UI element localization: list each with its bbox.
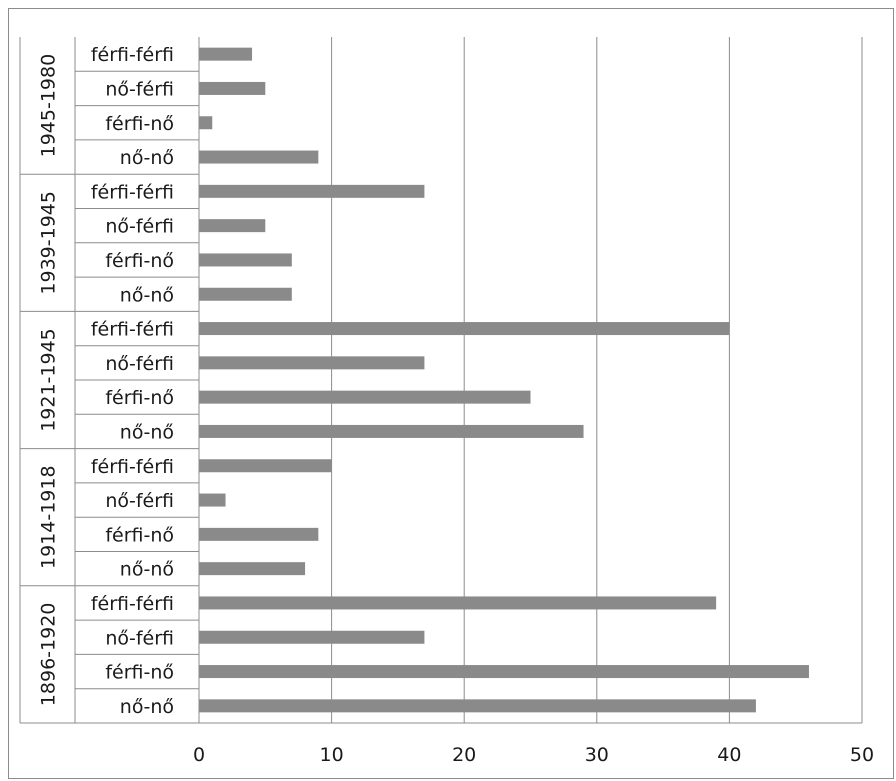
group-label: 1945-1980	[38, 54, 60, 158]
bar	[199, 150, 319, 164]
bar	[199, 390, 531, 404]
bar	[199, 219, 266, 233]
x-tick-label: 20	[452, 744, 476, 766]
bar	[199, 699, 756, 713]
category-label: férfi-nő	[105, 113, 174, 135]
group-label: 1921-1945	[38, 328, 60, 432]
category-label: férfi-nő	[105, 387, 174, 409]
bar	[199, 665, 809, 679]
bar	[199, 630, 425, 644]
category-label: nő-férfi	[105, 78, 174, 100]
group-label: 1896-1920	[38, 603, 60, 707]
category-label: férfi-férfi	[91, 593, 174, 615]
bar	[199, 562, 306, 576]
bar	[199, 47, 253, 61]
bar	[199, 459, 332, 473]
category-label: nő-nő	[120, 284, 174, 306]
category-label: nő-nő	[120, 421, 174, 443]
category-label: férfi-férfi	[91, 181, 174, 203]
category-label: férfi-nő	[105, 662, 174, 684]
bar	[199, 424, 584, 438]
category-label: nő-nő	[120, 696, 174, 718]
category-label: férfi-nő	[105, 250, 174, 272]
bar	[199, 184, 425, 198]
x-tick-label: 10	[320, 744, 344, 766]
x-tick-label: 30	[585, 744, 609, 766]
bar	[199, 322, 730, 336]
category-label: nő-férfi	[105, 490, 174, 512]
category-label: férfi-férfi	[91, 44, 174, 66]
bar	[199, 253, 292, 267]
x-tick-label: 0	[193, 744, 205, 766]
x-tick-label: 50	[850, 744, 874, 766]
category-label: férfi-férfi	[91, 456, 174, 478]
group-label: 1914-1918	[38, 465, 60, 569]
category-label: nő-nő	[120, 559, 174, 581]
bar	[199, 493, 226, 507]
category-label: nő-férfi	[105, 353, 174, 375]
category-label: nő-férfi	[105, 216, 174, 238]
category-label: férfi-nő	[105, 524, 174, 546]
bar	[199, 81, 266, 95]
bar	[199, 287, 292, 301]
x-tick-label: 40	[717, 744, 741, 766]
group-label: 1939-1945	[38, 191, 60, 295]
bar	[199, 527, 319, 541]
bar	[199, 116, 213, 130]
bar	[199, 356, 425, 370]
category-label: nő-férfi	[105, 627, 174, 649]
category-label: nő-nő	[120, 147, 174, 169]
category-label: férfi-férfi	[91, 319, 174, 341]
bar	[199, 596, 717, 610]
